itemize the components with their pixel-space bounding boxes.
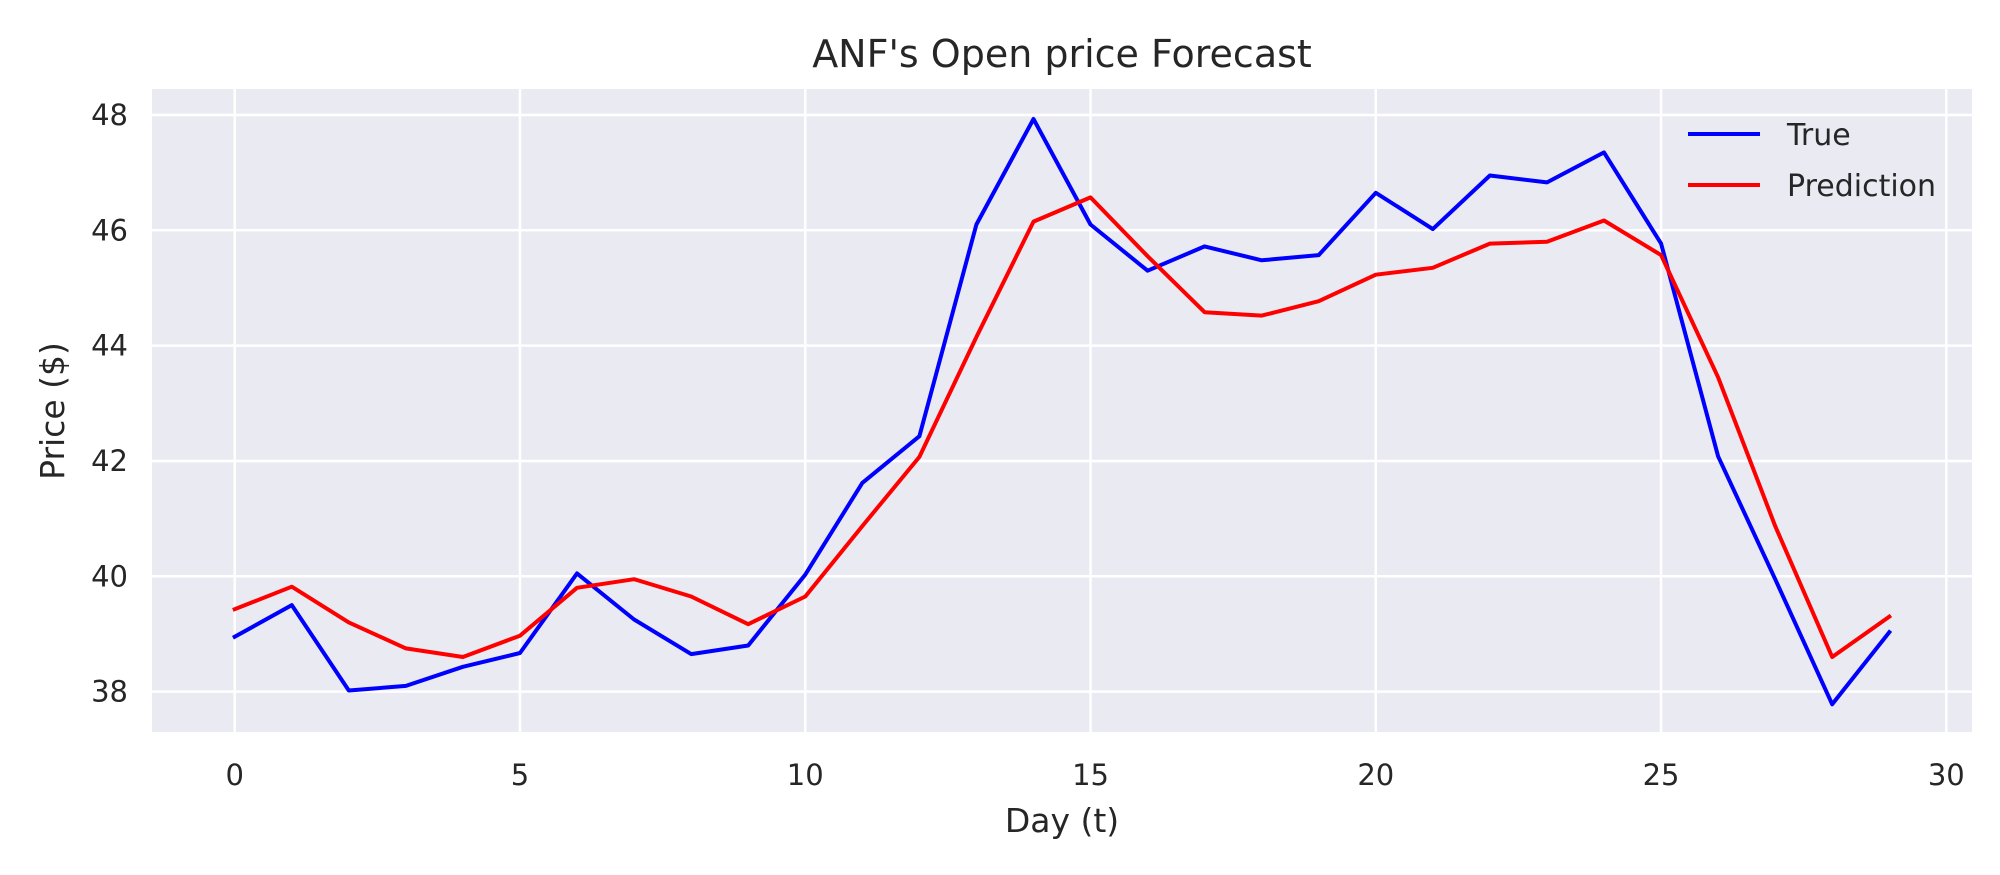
x-tick-label: 5 bbox=[511, 758, 529, 792]
y-tick-label: 40 bbox=[91, 559, 128, 593]
y-tick-label: 44 bbox=[91, 329, 128, 363]
x-tick-label: 25 bbox=[1643, 758, 1680, 792]
x-tick-label: 20 bbox=[1357, 758, 1394, 792]
chart-title: ANF's Open price Forecast bbox=[812, 32, 1312, 76]
x-axis-label: Day (t) bbox=[1005, 801, 1119, 840]
legend-label-prediction: Prediction bbox=[1787, 169, 1936, 204]
plot-area bbox=[152, 89, 1972, 732]
y-tick-label: 48 bbox=[91, 98, 128, 132]
y-tick-label: 38 bbox=[91, 675, 128, 709]
series-lines bbox=[231, 117, 1893, 707]
y-tick-label: 46 bbox=[91, 213, 128, 247]
y-ticks: 38 40 42 44 46 48 bbox=[91, 98, 128, 709]
x-tick-label: 0 bbox=[226, 758, 244, 792]
y-tick-label: 42 bbox=[91, 444, 128, 478]
grid bbox=[152, 89, 1972, 732]
x-ticks: 0 5 10 15 20 25 30 bbox=[226, 758, 1965, 792]
y-axis-label: Price ($) bbox=[33, 342, 72, 480]
x-tick-label: 15 bbox=[1072, 758, 1109, 792]
series-line-prediction bbox=[232, 195, 1893, 659]
series-line-true bbox=[231, 117, 1893, 707]
x-tick-label: 30 bbox=[1928, 758, 1965, 792]
x-tick-label: 10 bbox=[787, 758, 824, 792]
legend: True Prediction bbox=[1688, 118, 1936, 204]
legend-label-true: True bbox=[1786, 118, 1851, 153]
